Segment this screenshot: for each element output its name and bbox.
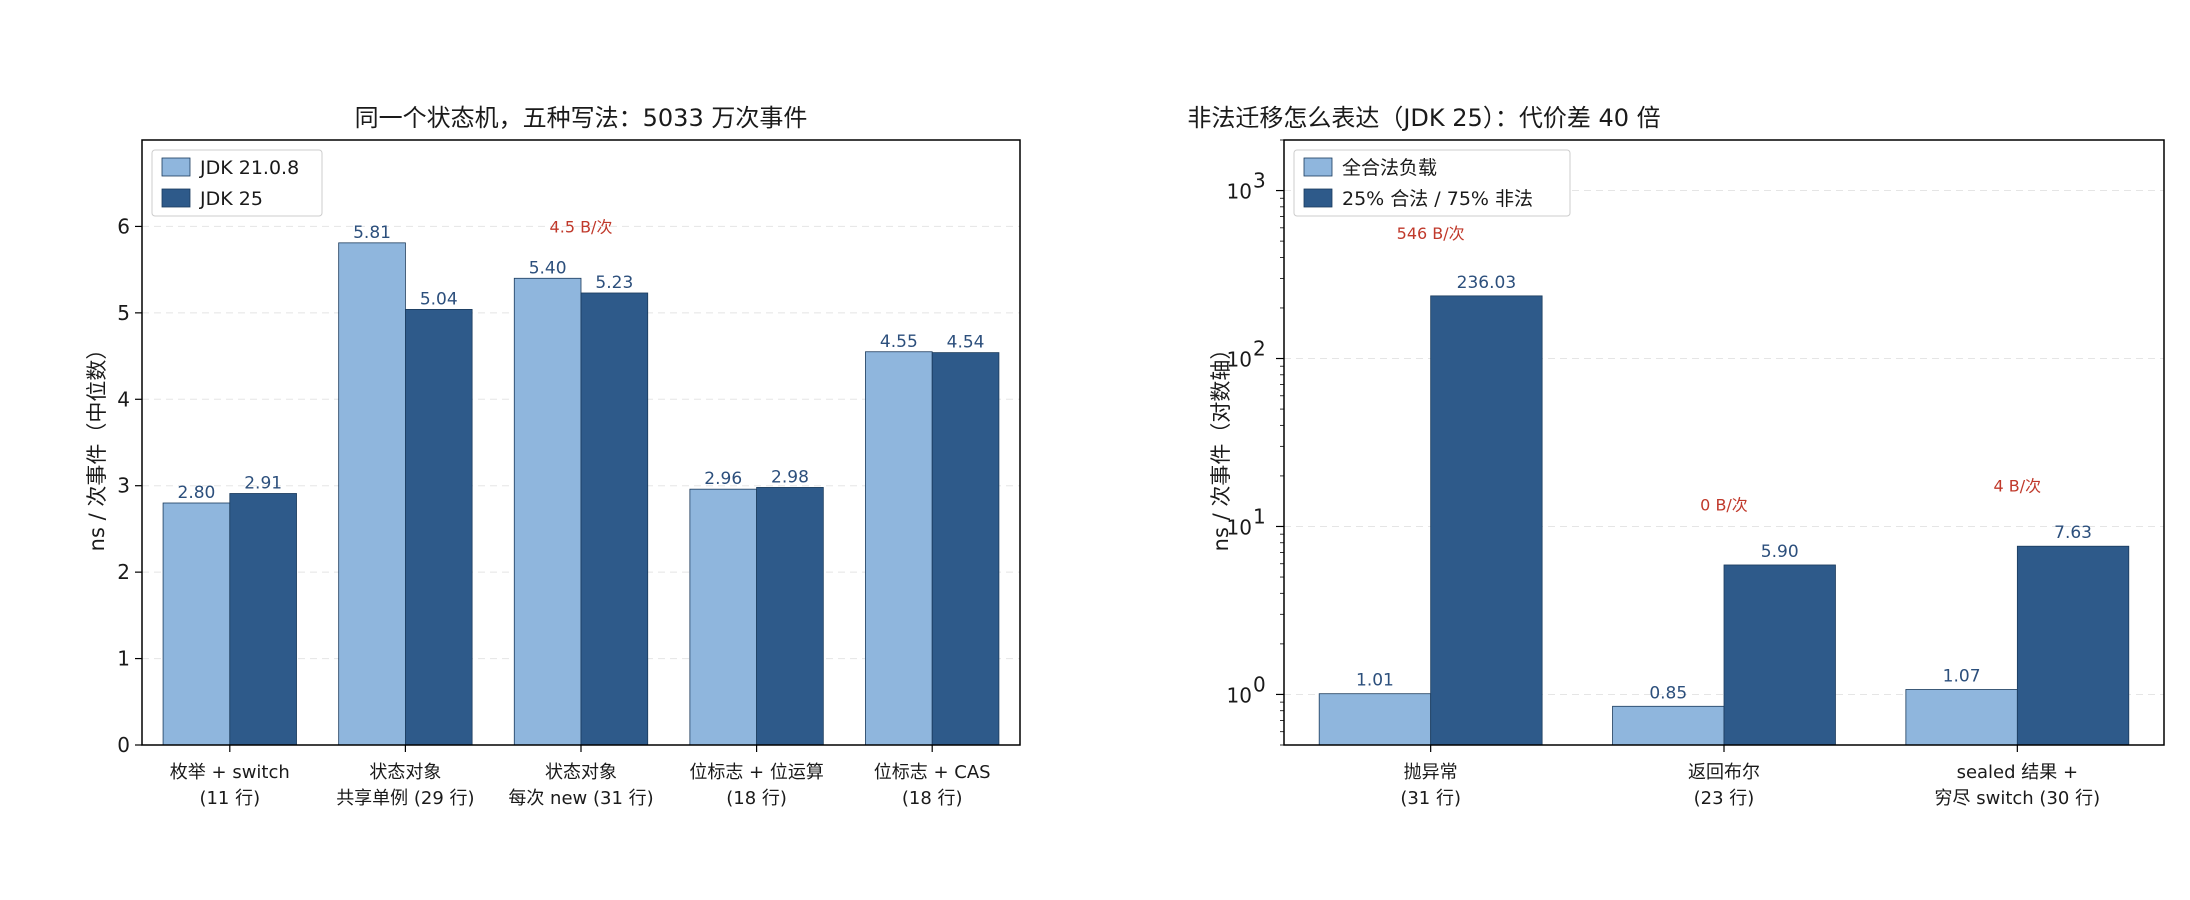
bar bbox=[229, 493, 297, 746]
category-label: 共享单例 (29 行) bbox=[336, 788, 474, 809]
annotation-label: 0 B/次 bbox=[1700, 496, 1748, 515]
y-tick-label: 2 bbox=[117, 560, 130, 584]
category-label: 枚举 + switch bbox=[170, 762, 290, 783]
category-label: 穷尽 switch (30 行) bbox=[1935, 788, 2101, 809]
value-label: 7.63 bbox=[2054, 523, 2092, 543]
bar bbox=[580, 292, 649, 746]
bar bbox=[1430, 295, 1543, 746]
y-tick-exponent: 1 bbox=[1253, 504, 1266, 528]
bar bbox=[2016, 545, 2130, 746]
chart-left-value-labels: 2.80 2.91 5.81 5.04 5.40 5.23 2.96 2.98 4.55 4.54 bbox=[178, 223, 985, 503]
value-label: 2.80 bbox=[178, 483, 216, 503]
annotation-label: 4.5 B/次 bbox=[550, 217, 613, 236]
chart-left-y-axis-label: ns / 次事件（中位数） bbox=[85, 339, 109, 552]
legend-swatch-dark bbox=[161, 188, 191, 208]
category-label: 状态对象 bbox=[545, 762, 617, 783]
chart-left-frame bbox=[141, 139, 1021, 746]
category-label: sealed 结果 + bbox=[1957, 762, 2079, 783]
bar bbox=[689, 488, 758, 746]
category-label: 返回布尔 bbox=[1688, 762, 1760, 783]
bar bbox=[404, 308, 473, 746]
value-label: 5.23 bbox=[595, 273, 633, 293]
legend-swatch-light bbox=[161, 157, 191, 177]
annotation-label: 4 B/次 bbox=[1994, 477, 2042, 496]
legend-swatch-dark bbox=[1303, 188, 1333, 208]
legend-box bbox=[1293, 149, 1571, 217]
y-tick-label: 0 bbox=[117, 733, 130, 757]
chart-left-bars bbox=[162, 242, 1000, 746]
category-label: (18 行) bbox=[902, 788, 963, 809]
legend-box bbox=[151, 149, 323, 217]
chart-right-y-axis-label: ns / 次事件（对数轴） bbox=[1209, 339, 1233, 552]
value-label: 5.90 bbox=[1761, 542, 1799, 562]
chart-left: 同一个状态机，五种写法：5033 万次事件 ns / 次事件（中位数） 0 1 2 3… bbox=[85, 104, 1021, 809]
y-tick-label: 10 bbox=[1227, 180, 1252, 204]
chart-right-categories: 抛异常 (31 行) 返回布尔 (23 行) sealed 结果 + 穷尽 switch … bbox=[1400, 745, 2100, 809]
bar bbox=[162, 502, 231, 746]
y-tick-exponent: 0 bbox=[1253, 672, 1266, 696]
bar bbox=[865, 351, 933, 746]
value-label: 2.96 bbox=[704, 469, 742, 489]
chart-right-value-labels: 1.01 236.03 0.85 5.90 1.07 7.63 bbox=[1356, 273, 2092, 703]
category-label: 位标志 + 位运算 bbox=[689, 762, 824, 783]
value-label: 236.03 bbox=[1457, 273, 1516, 293]
legend-label: JDK 21.0.8 bbox=[199, 157, 299, 179]
value-label: 4.55 bbox=[880, 332, 918, 352]
y-tick-label: 5 bbox=[117, 301, 130, 325]
chart-left-y-ticks: 0 1 2 3 4 5 6 bbox=[117, 214, 142, 757]
value-label: 1.01 bbox=[1356, 671, 1394, 691]
chart-left-annotations: 4.5 B/次 bbox=[550, 217, 613, 236]
value-label: 4.54 bbox=[947, 333, 985, 353]
chart-left-title: 同一个状态机，五种写法：5033 万次事件 bbox=[355, 104, 808, 132]
bar bbox=[931, 352, 1000, 746]
y-tick-label: 10 bbox=[1227, 515, 1252, 539]
value-label: 5.81 bbox=[353, 223, 391, 243]
y-tick-label: 3 bbox=[117, 474, 130, 498]
chart-right-legend: 全合法负载 25% 合法 / 75% 非法 bbox=[1293, 149, 1571, 217]
bar bbox=[1612, 705, 1725, 746]
legend-label: 全合法负载 bbox=[1342, 157, 1437, 179]
chart-right-frame bbox=[1283, 139, 2165, 746]
chart-right-title: 非法迁移怎么表达（JDK 25）：代价差 40 倍 bbox=[1187, 104, 1660, 132]
category-label: (11 行) bbox=[199, 788, 260, 809]
bar bbox=[756, 487, 824, 746]
category-label: 状态对象 bbox=[369, 762, 441, 783]
category-label: 每次 new (31 行) bbox=[508, 788, 653, 809]
legend-swatch-light bbox=[1303, 157, 1333, 177]
category-label: (18 行) bbox=[726, 788, 787, 809]
value-label: 2.98 bbox=[771, 467, 809, 487]
chart-right: 非法迁移怎么表达（JDK 25）：代价差 40 倍 ns / 次事件（对数轴） … bbox=[1187, 104, 2165, 809]
value-label: 2.91 bbox=[244, 473, 282, 493]
annotation-label: 546 B/次 bbox=[1397, 224, 1465, 243]
category-label: (23 行) bbox=[1694, 788, 1755, 809]
y-tick-label: 4 bbox=[117, 387, 130, 411]
bar bbox=[513, 277, 582, 746]
value-label: 5.40 bbox=[529, 258, 567, 278]
chart-left-legend: JDK 21.0.8 JDK 25 bbox=[151, 149, 323, 217]
y-tick-exponent: 3 bbox=[1253, 169, 1266, 193]
category-label: (31 行) bbox=[1400, 788, 1461, 809]
chart-right-bars bbox=[1318, 295, 2130, 746]
y-tick-label: 10 bbox=[1227, 348, 1252, 372]
legend-label: 25% 合法 / 75% 非法 bbox=[1342, 188, 1533, 210]
category-label: 抛异常 bbox=[1404, 762, 1458, 783]
value-label: 0.85 bbox=[1649, 683, 1687, 703]
value-label: 5.04 bbox=[420, 289, 458, 309]
bar bbox=[1905, 689, 2018, 746]
bar bbox=[1318, 693, 1432, 746]
y-tick-exponent: 2 bbox=[1253, 337, 1266, 361]
value-label: 1.07 bbox=[1943, 667, 1981, 687]
y-tick-label: 1 bbox=[117, 647, 130, 671]
bar bbox=[1723, 564, 1836, 746]
y-tick-label: 6 bbox=[117, 214, 130, 238]
category-label: 位标志 + CAS bbox=[874, 762, 991, 783]
bar bbox=[338, 242, 406, 746]
legend-label: JDK 25 bbox=[199, 188, 263, 210]
chart-right-annotations: 546 B/次 0 B/次 4 B/次 bbox=[1397, 224, 2041, 515]
y-tick-label: 10 bbox=[1227, 683, 1252, 707]
